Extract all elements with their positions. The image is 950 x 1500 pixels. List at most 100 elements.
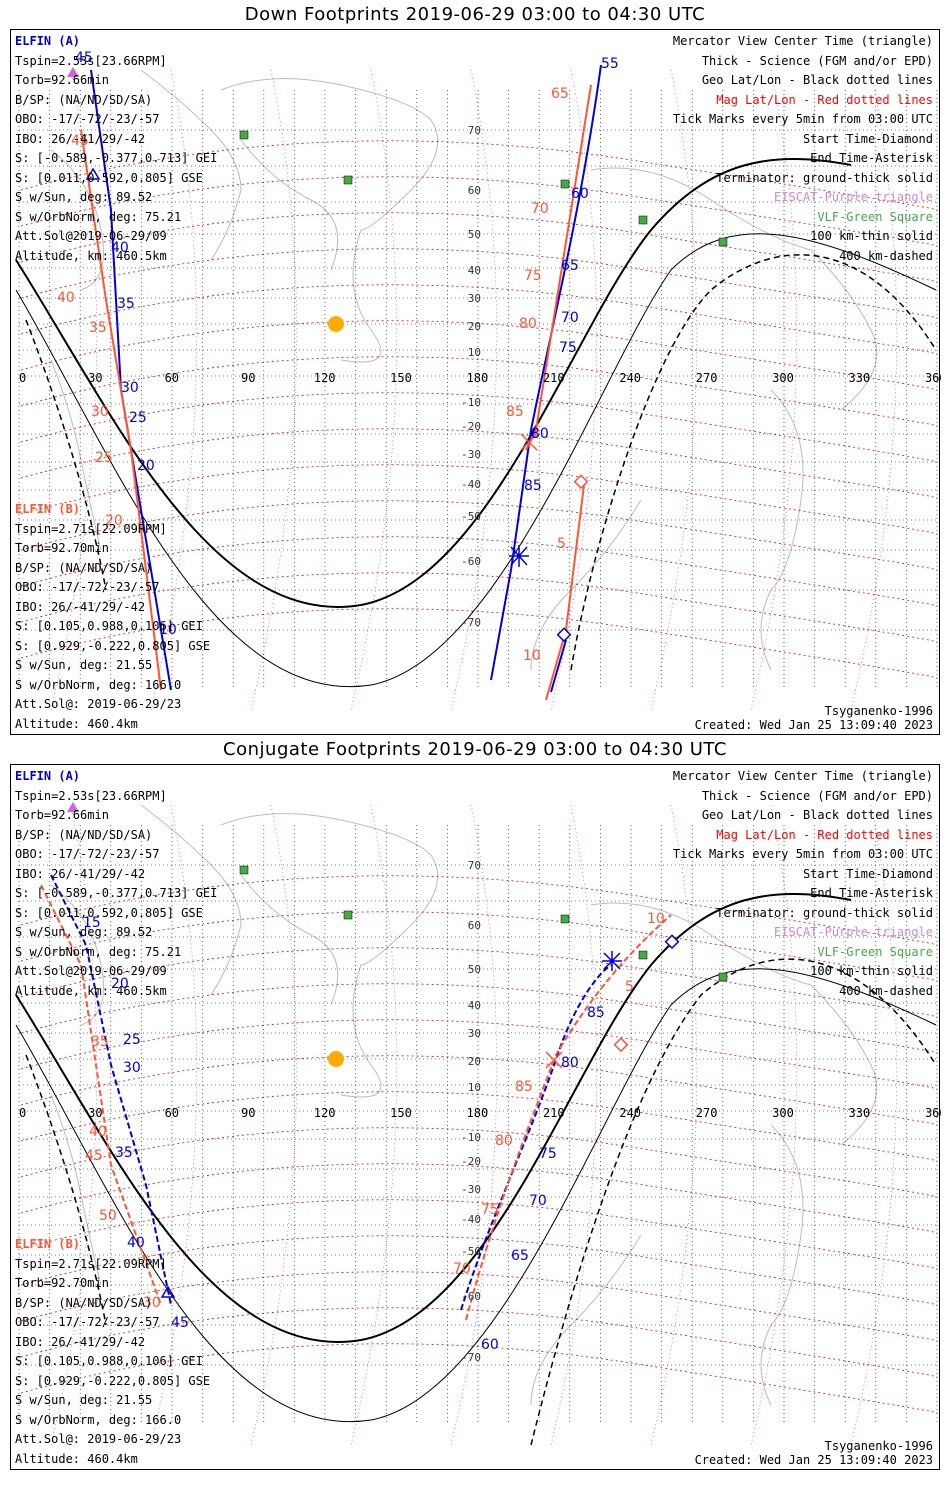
info-line: IBO: 26/-41/29/-42	[15, 131, 146, 146]
geo-grid	[18, 825, 938, 1425]
track-label-a: 40	[111, 240, 129, 256]
track-label-b: 10	[647, 911, 665, 927]
track-label-a: 45	[75, 50, 93, 66]
lon-tick-label: 210	[543, 1106, 565, 1120]
track-label-a: 40	[127, 1235, 145, 1251]
mag-lon-line	[650, 69, 698, 711]
track-label-a: 25	[129, 410, 147, 426]
elfin-a-info: ELFIN (A) Tspin=2.53s[23.66RPM] Torb=92.6…	[15, 767, 217, 1001]
sun-icon	[328, 316, 344, 332]
track-label-b: 45	[71, 133, 89, 149]
legend-item: Tick Marks every 5min from 03:00 UTC	[672, 847, 933, 861]
footer-model: Tsyganenko-1996	[824, 1439, 933, 1453]
elfin-a-header: ELFIN (A)	[15, 34, 81, 48]
mag-lon-line	[850, 69, 898, 711]
mag-lon-line	[450, 69, 498, 711]
lon-tick-label: 30	[88, 1106, 102, 1120]
track-label-a: 65	[511, 1248, 529, 1264]
track-label-b: 30	[143, 1295, 161, 1311]
info-line: S: [0.105,0.988,0.106] GEI	[15, 1354, 203, 1368]
legend-item: Tick Marks every 5min from 03:00 UTC	[672, 112, 933, 126]
info-line: Torb=92.66min	[15, 73, 109, 87]
track-labels-a: 55 60 65 70 75 80 85 45 40 35 30 25 20 10	[75, 50, 619, 638]
lon-tick-label: 150	[390, 1106, 412, 1120]
info-line: S w/Sun, deg: 89.52	[15, 190, 153, 204]
lat-tick-label: 40	[468, 264, 481, 277]
elfin-b-track-east-south	[545, 484, 585, 701]
elfin-b-info: ELFIN (B) Tspin=2.71s[22.09RPM] Torb=92.7…	[15, 1235, 210, 1469]
map-conjugate: 0 30 60 90 120 150 180 210 240 270 300 330 360 70 60 5…	[15, 802, 941, 1446]
lon-tick-label: 180	[467, 371, 489, 385]
mag-lon-line	[150, 69, 198, 711]
info-line: S: [0.929,-0.222,0.805] GSE	[15, 638, 211, 653]
sun-icon	[328, 1051, 344, 1067]
info-line: S w/OrbNorm, deg: 166.0	[15, 1412, 182, 1427]
info-line: S w/OrbNorm, deg: 75.21	[15, 209, 182, 224]
legend: Mercator View Center Time (triangle) Thic…	[673, 32, 933, 266]
info-line: Altitude: 460.4km	[15, 716, 138, 731]
mag-lon-line	[50, 69, 98, 711]
track-label-a: 85	[524, 478, 542, 494]
track-label-a: 85	[587, 1005, 605, 1021]
footer-created: Created: Wed Jan 25 13:09:40 2023	[694, 718, 933, 732]
info-line: Torb=92.70min	[15, 1276, 109, 1290]
track-label-a: 45	[171, 1315, 189, 1331]
panel-down-title: Down Footprints 2019-06-29 03:00 to 04:3…	[244, 4, 706, 25]
panel-conjugate: 0 30 60 90 120 150 180 210 240 270 300 330 360 70 60 5…	[10, 764, 941, 1470]
info-line: S w/Sun, deg: 89.52	[15, 925, 153, 939]
lat-tick-label: -70	[461, 616, 481, 629]
track-label-a: 70	[561, 310, 579, 326]
track-label-a: 65	[561, 258, 579, 274]
track-label-b: 85	[506, 404, 524, 420]
track-labels-b: 10 5 85 80 75 70 50 45 40 35 30	[85, 911, 665, 1311]
track-label-a: 35	[117, 296, 135, 312]
track-label-b: 5	[625, 979, 634, 995]
lon-tick-label: 270	[696, 371, 718, 385]
end-asterisk-a	[602, 951, 622, 971]
end-asterisk-a	[509, 545, 529, 567]
legend-item: Mercator View Center Time (triangle)	[672, 769, 933, 783]
elfin-a-track-west	[50, 874, 172, 1306]
lat-tick-label: 30	[468, 292, 481, 305]
elfin-b-track-east	[465, 914, 672, 1321]
lat-tick-label: -60	[461, 555, 481, 568]
lon-tick-label: 210	[543, 371, 565, 385]
info-line: Att.Sol@: 2019-06-29/23	[15, 697, 182, 711]
start-diamond-a	[664, 934, 680, 950]
track-label-a: 10	[159, 622, 177, 638]
info-line: S: [0.011,0.592,0.805] GSE	[15, 170, 203, 185]
lon-tick-labels: 0 30 60 90 120 150 180 210 240 270 300 330 360	[19, 371, 941, 385]
legend-item: Mag Lat/Lon - Red dotted lines	[716, 827, 933, 842]
lon-tick-label: 360	[925, 1106, 941, 1120]
legend-item: Thick - Science (FGM and/or EPD)	[701, 53, 933, 68]
lon-tick-label: 90	[241, 1106, 255, 1120]
legend-item: Terminator: ground-thick solid	[716, 905, 933, 920]
mag-lon-line	[750, 804, 798, 1446]
mag-lat-line	[20, 1091, 938, 1162]
info-line: S w/OrbNorm, deg: 166.0	[15, 677, 182, 692]
track-label-b: 10	[523, 648, 541, 664]
lat-tick-label: -50	[461, 1245, 481, 1258]
lon-tick-label: 150	[390, 371, 412, 385]
legend-item: 100 km-thin solid	[810, 964, 933, 978]
terminator-400km-east	[570, 254, 937, 671]
elfin-b-header: ELFIN (B)	[15, 502, 81, 516]
track-label-a: 60	[571, 186, 589, 202]
lat-tick-label: 20	[468, 1055, 481, 1068]
lat-tick-label: 60	[468, 919, 481, 932]
panel-conjugate-title: Conjugate Footprints 2019-06-29 03:00 to…	[223, 739, 727, 760]
lon-tick-label: 120	[314, 1106, 336, 1120]
end-asterisk-b	[520, 433, 538, 451]
map-down: 0306090120150180210240270300330360 70605…	[15, 50, 941, 711]
mag-lon-line	[250, 804, 298, 1446]
lon-tick-label: 330	[849, 371, 871, 385]
lon-tick-labels: 0 30 60 90 120 150 180 210 240 270 300 330 360	[19, 1106, 941, 1120]
mag-lon-line	[550, 804, 598, 1446]
track-label-b: 30	[91, 404, 109, 420]
mag-lon-line	[650, 804, 698, 1446]
legend-item: Start Time-Diamond	[802, 131, 933, 146]
legend-item: EISCAT-Purple triangle	[774, 925, 933, 939]
lon-tick-label: 300	[772, 371, 794, 385]
track-label-b: 80	[495, 1133, 513, 1149]
legend-item: Mercator View Center Time (triangle)	[672, 34, 933, 48]
